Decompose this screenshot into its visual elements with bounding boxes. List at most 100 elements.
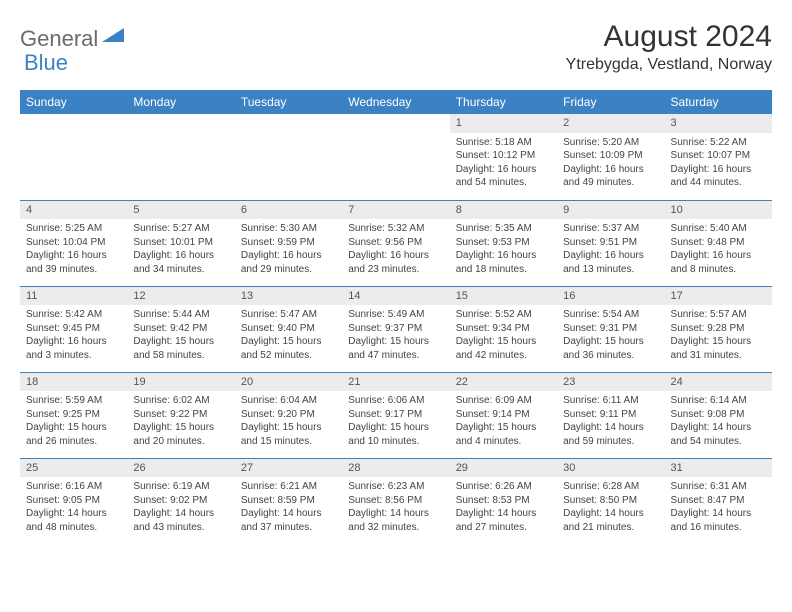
day-number: 24 bbox=[665, 373, 772, 392]
day-number: 17 bbox=[665, 287, 772, 306]
day-cell: 8Sunrise: 5:35 AMSunset: 9:53 PMDaylight… bbox=[450, 200, 557, 286]
empty-cell bbox=[127, 114, 234, 200]
calendar-row: 18Sunrise: 5:59 AMSunset: 9:25 PMDayligh… bbox=[20, 372, 772, 458]
day-number: 31 bbox=[665, 459, 772, 478]
day-number: 29 bbox=[450, 459, 557, 478]
empty-cell bbox=[235, 114, 342, 200]
day-number: 19 bbox=[127, 373, 234, 392]
day-number: 3 bbox=[665, 114, 772, 133]
day-details: Sunrise: 6:31 AMSunset: 8:47 PMDaylight:… bbox=[671, 480, 766, 534]
day-details: Sunrise: 6:28 AMSunset: 8:50 PMDaylight:… bbox=[563, 480, 658, 534]
day-number: 20 bbox=[235, 373, 342, 392]
day-cell: 27Sunrise: 6:21 AMSunset: 8:59 PMDayligh… bbox=[235, 458, 342, 544]
day-details: Sunrise: 5:44 AMSunset: 9:42 PMDaylight:… bbox=[133, 308, 228, 362]
day-details: Sunrise: 5:47 AMSunset: 9:40 PMDaylight:… bbox=[241, 308, 336, 362]
day-number: 22 bbox=[450, 373, 557, 392]
day-number: 25 bbox=[20, 459, 127, 478]
day-cell: 20 Sunrise: 6:04 AMSunset: 9:20 PMDayligh… bbox=[235, 372, 342, 458]
day-number: 14 bbox=[342, 287, 449, 306]
day-number: 15 bbox=[450, 287, 557, 306]
day-cell: 16 Sunrise: 5:54 AMSunset: 9:31 PMDayligh… bbox=[557, 286, 664, 372]
day-number: 13 bbox=[235, 287, 342, 306]
day-details: Sunrise: 5:30 AMSunset: 9:59 PMDaylight:… bbox=[241, 222, 336, 276]
day-cell: 18Sunrise: 5:59 AMSunset: 9:25 PMDayligh… bbox=[20, 372, 127, 458]
day-details: Sunrise: 6:04 AMSunset: 9:20 PMDaylight:… bbox=[241, 394, 336, 448]
weekday-header: Friday bbox=[557, 90, 664, 114]
day-cell: 14 Sunrise: 5:49 AMSunset: 9:37 PMDayligh… bbox=[342, 286, 449, 372]
day-details: Sunrise: 6:23 AMSunset: 8:56 PMDaylight:… bbox=[348, 480, 443, 534]
day-details: Sunrise: 6:11 AMSunset: 9:11 PMDaylight:… bbox=[563, 394, 658, 448]
weekday-header-row: SundayMondayTuesdayWednesdayThursdayFrid… bbox=[20, 90, 772, 114]
day-cell: 19Sunrise: 6:02 AMSunset: 9:22 PMDayligh… bbox=[127, 372, 234, 458]
day-cell: 30 Sunrise: 6:28 AMSunset: 8:50 PMDayligh… bbox=[557, 458, 664, 544]
day-number: 16 bbox=[557, 287, 664, 306]
day-number: 8 bbox=[450, 201, 557, 220]
day-number: 23 bbox=[557, 373, 664, 392]
day-details: Sunrise: 5:27 AMSunset: 10:01 PMDaylight… bbox=[133, 222, 228, 276]
calendar-row: 11 Sunrise: 5:42 AMSunset: 9:45 PMDayligh… bbox=[20, 286, 772, 372]
day-cell: 21Sunrise: 6:06 AMSunset: 9:17 PMDayligh… bbox=[342, 372, 449, 458]
weekday-header: Thursday bbox=[450, 90, 557, 114]
day-cell: 10 Sunrise: 5:40 AMSunset: 9:48 PMDayligh… bbox=[665, 200, 772, 286]
day-cell: 24 Sunrise: 6:14 AMSunset: 9:08 PMDayligh… bbox=[665, 372, 772, 458]
day-details: Sunrise: 5:37 AMSunset: 9:51 PMDaylight:… bbox=[563, 222, 658, 276]
day-details: Sunrise: 5:54 AMSunset: 9:31 PMDaylight:… bbox=[563, 308, 658, 362]
day-details: Sunrise: 5:57 AMSunset: 9:28 PMDaylight:… bbox=[671, 308, 766, 362]
day-number: 28 bbox=[342, 459, 449, 478]
day-cell: 6 Sunrise: 5:30 AMSunset: 9:59 PMDaylight… bbox=[235, 200, 342, 286]
day-number: 2 bbox=[557, 114, 664, 133]
logo-blue: Blue bbox=[24, 50, 68, 75]
calendar-row: 1Sunrise: 5:18 AMSunset: 10:12 PMDayligh… bbox=[20, 114, 772, 200]
calendar-row: 25 Sunrise: 6:16 AMSunset: 9:05 PMDayligh… bbox=[20, 458, 772, 544]
calendar-body: 1Sunrise: 5:18 AMSunset: 10:12 PMDayligh… bbox=[20, 114, 772, 544]
day-number: 10 bbox=[665, 201, 772, 220]
day-cell: 11 Sunrise: 5:42 AMSunset: 9:45 PMDayligh… bbox=[20, 286, 127, 372]
day-details: Sunrise: 5:40 AMSunset: 9:48 PMDaylight:… bbox=[671, 222, 766, 276]
day-number: 27 bbox=[235, 459, 342, 478]
day-cell: 12Sunrise: 5:44 AMSunset: 9:42 PMDayligh… bbox=[127, 286, 234, 372]
day-details: Sunrise: 5:20 AMSunset: 10:09 PMDaylight… bbox=[563, 136, 658, 190]
day-details: Sunrise: 5:42 AMSunset: 9:45 PMDaylight:… bbox=[26, 308, 121, 362]
day-cell: 4Sunrise: 5:25 AMSunset: 10:04 PMDayligh… bbox=[20, 200, 127, 286]
title-block: August 2024 Ytrebygda, Vestland, Norway bbox=[566, 20, 772, 74]
location: Ytrebygda, Vestland, Norway bbox=[566, 56, 772, 74]
day-cell: 26 Sunrise: 6:19 AMSunset: 9:02 PMDayligh… bbox=[127, 458, 234, 544]
day-number: 26 bbox=[127, 459, 234, 478]
calendar-row: 4Sunrise: 5:25 AMSunset: 10:04 PMDayligh… bbox=[20, 200, 772, 286]
calendar-page: General August 2024 Ytrebygda, Vestland,… bbox=[0, 0, 792, 554]
day-details: Sunrise: 5:49 AMSunset: 9:37 PMDaylight:… bbox=[348, 308, 443, 362]
day-details: Sunrise: 6:09 AMSunset: 9:14 PMDaylight:… bbox=[456, 394, 551, 448]
weekday-header: Monday bbox=[127, 90, 234, 114]
day-number: 9 bbox=[557, 201, 664, 220]
day-number: 6 bbox=[235, 201, 342, 220]
day-details: Sunrise: 6:16 AMSunset: 9:05 PMDaylight:… bbox=[26, 480, 121, 534]
weekday-header: Saturday bbox=[665, 90, 772, 114]
day-details: Sunrise: 6:19 AMSunset: 9:02 PMDaylight:… bbox=[133, 480, 228, 534]
day-cell: 1Sunrise: 5:18 AMSunset: 10:12 PMDayligh… bbox=[450, 114, 557, 200]
day-number: 30 bbox=[557, 459, 664, 478]
day-details: Sunrise: 5:52 AMSunset: 9:34 PMDaylight:… bbox=[456, 308, 551, 362]
day-cell: 29 Sunrise: 6:26 AMSunset: 8:53 PMDayligh… bbox=[450, 458, 557, 544]
day-cell: 25 Sunrise: 6:16 AMSunset: 9:05 PMDayligh… bbox=[20, 458, 127, 544]
day-cell: 15 Sunrise: 5:52 AMSunset: 9:34 PMDayligh… bbox=[450, 286, 557, 372]
day-details: Sunrise: 6:26 AMSunset: 8:53 PMDaylight:… bbox=[456, 480, 551, 534]
day-details: Sunrise: 5:22 AMSunset: 10:07 PMDaylight… bbox=[671, 136, 766, 190]
day-number: 4 bbox=[20, 201, 127, 220]
weekday-header: Tuesday bbox=[235, 90, 342, 114]
day-number: 5 bbox=[127, 201, 234, 220]
empty-cell bbox=[20, 114, 127, 200]
day-details: Sunrise: 6:14 AMSunset: 9:08 PMDaylight:… bbox=[671, 394, 766, 448]
day-cell: 31 Sunrise: 6:31 AMSunset: 8:47 PMDayligh… bbox=[665, 458, 772, 544]
month-title: August 2024 bbox=[566, 20, 772, 54]
day-cell: 13 Sunrise: 5:47 AMSunset: 9:40 PMDayligh… bbox=[235, 286, 342, 372]
day-cell: 5 Sunrise: 5:27 AMSunset: 10:01 PMDayligh… bbox=[127, 200, 234, 286]
day-number: 7 bbox=[342, 201, 449, 220]
day-cell: 23 Sunrise: 6:11 AMSunset: 9:11 PMDayligh… bbox=[557, 372, 664, 458]
day-number: 21 bbox=[342, 373, 449, 392]
day-details: Sunrise: 5:59 AMSunset: 9:25 PMDaylight:… bbox=[26, 394, 121, 448]
day-cell: 22 Sunrise: 6:09 AMSunset: 9:14 PMDayligh… bbox=[450, 372, 557, 458]
day-cell: 7Sunrise: 5:32 AMSunset: 9:56 PMDaylight… bbox=[342, 200, 449, 286]
day-cell: 28 Sunrise: 6:23 AMSunset: 8:56 PMDayligh… bbox=[342, 458, 449, 544]
calendar-table: SundayMondayTuesdayWednesdayThursdayFrid… bbox=[20, 90, 772, 544]
day-number: 11 bbox=[20, 287, 127, 306]
